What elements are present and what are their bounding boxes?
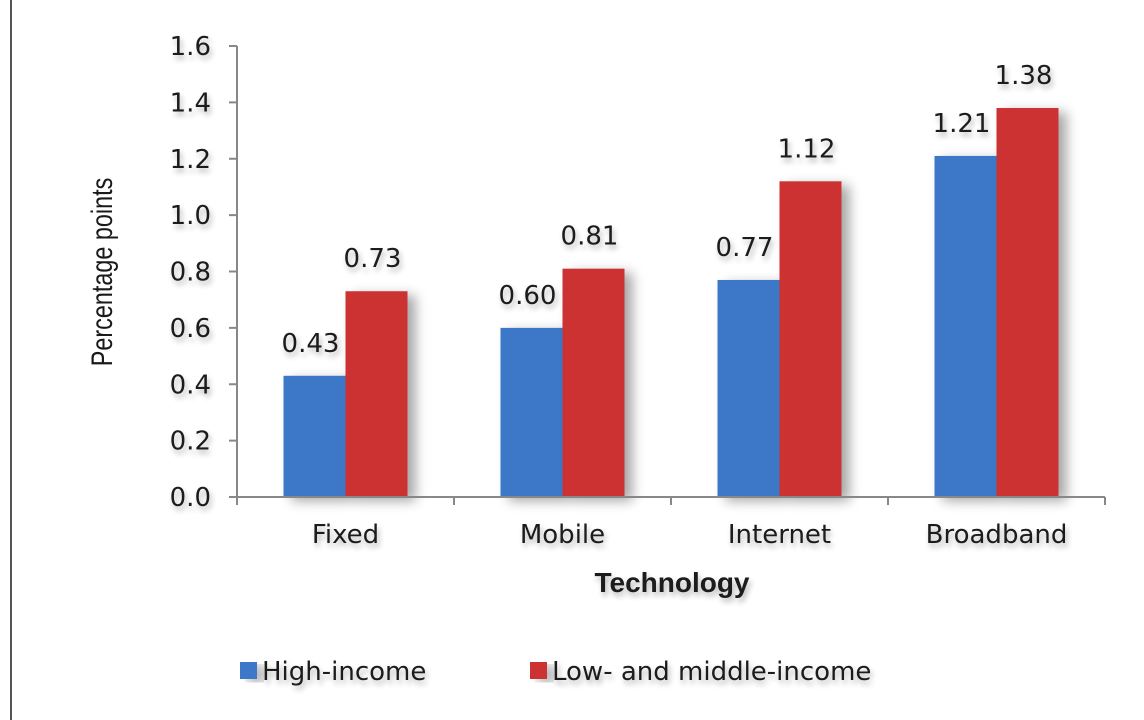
legend-label: Low- and middle-income — [552, 657, 871, 687]
y-axis-title: Percentage points — [85, 178, 118, 367]
data-label: 0.43 — [282, 329, 340, 359]
data-label: 0.77 — [716, 233, 774, 263]
y-tick-label: 0.2 — [170, 427, 211, 457]
axes-layer — [229, 45, 1106, 505]
bar-high-income-fixed — [283, 375, 346, 497]
data-label: 0.60 — [499, 281, 557, 311]
bar-low-and-middle-income-internet — [779, 181, 842, 498]
data-label: 0.73 — [344, 244, 402, 274]
data-label: 0.81 — [561, 222, 619, 252]
y-tick-label: 1.2 — [170, 145, 211, 175]
y-tick-label: 1.6 — [170, 32, 211, 62]
x-category-label: Internet — [728, 520, 831, 550]
data-label: 1.38 — [995, 61, 1053, 91]
y-tick-label: 1.4 — [170, 88, 211, 118]
bar-low-and-middle-income-fixed — [345, 291, 408, 497]
data-label: 1.12 — [778, 134, 836, 164]
x-category-label: Fixed — [312, 520, 379, 550]
x-axis-title: Technology — [594, 567, 749, 598]
legend-swatch — [240, 662, 257, 679]
data-label: 1.21 — [933, 109, 991, 139]
y-tick-label: 1.0 — [170, 201, 211, 231]
y-tick-label: 0.4 — [170, 370, 211, 400]
bars-layer — [283, 108, 1059, 498]
bar-high-income-broadband — [934, 155, 997, 497]
legend-label: High-income — [262, 657, 426, 687]
y-tick-label: 0.6 — [170, 314, 211, 344]
bar-high-income-internet — [717, 279, 780, 497]
labels-layer: 0.43 0.73 0.600.81 0.77 1.12 1.211.38 0.0 0.2 0.… — [170, 32, 1068, 550]
x-category-label: Mobile — [520, 520, 605, 550]
legend-swatch — [530, 662, 547, 679]
y-tick-label: 0.8 — [170, 258, 211, 288]
legend: High-income Low- and middle-income — [240, 657, 871, 687]
bar-low-and-middle-income-broadband — [996, 108, 1059, 497]
bar-low-and-middle-income-mobile — [562, 268, 625, 497]
x-category-label: Broadband — [926, 520, 1068, 550]
y-tick-label: 0.0 — [170, 483, 211, 513]
bar-high-income-mobile — [500, 327, 563, 497]
